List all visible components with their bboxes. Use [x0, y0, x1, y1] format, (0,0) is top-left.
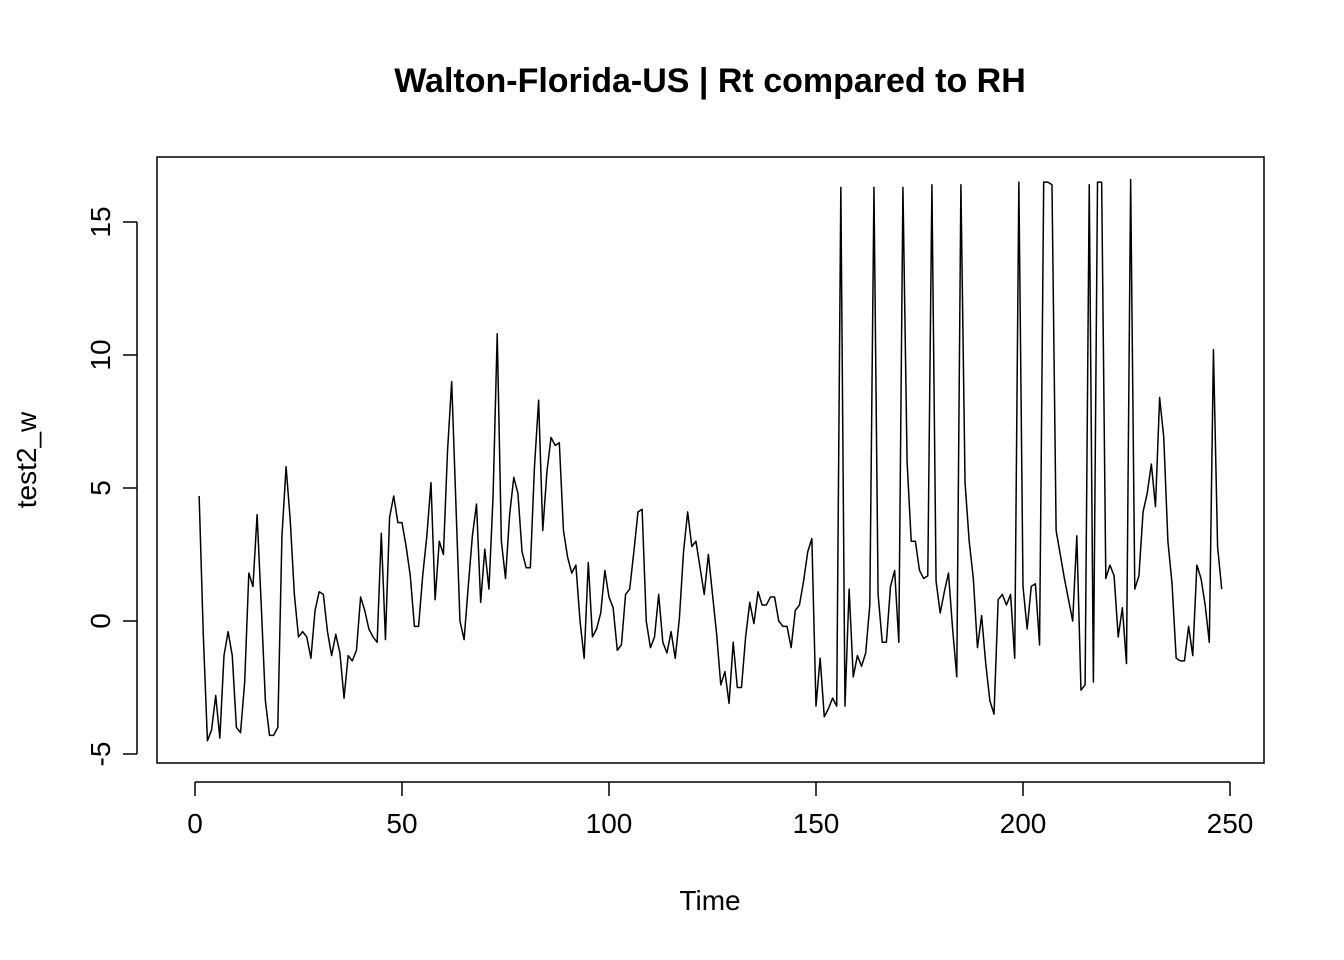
plot-frame [156, 156, 1265, 764]
y-tick-label: 10 [85, 339, 116, 370]
y-axis-label: test2_w [11, 411, 42, 508]
data-series-line [198, 178, 1223, 742]
x-tick-label: 200 [1000, 808, 1047, 839]
y-tick-label: 0 [85, 613, 116, 629]
y-axis: -5 0 5 10 15 [85, 206, 138, 767]
x-tick-label: 50 [386, 808, 417, 839]
x-tick-label: 0 [187, 808, 203, 839]
y-tick-label: -5 [85, 742, 116, 767]
chart-title: Walton-Florida-US | Rt compared to RH [394, 62, 1026, 100]
x-axis-label: Time [679, 885, 740, 916]
x-tick-label: 100 [586, 808, 633, 839]
x-tick-label: 150 [793, 808, 840, 839]
y-tick-label: 15 [85, 206, 116, 237]
x-tick-label: 250 [1207, 808, 1254, 839]
y-tick-label: 5 [85, 480, 116, 496]
x-axis: 0 50 100 150 200 250 [187, 781, 1254, 839]
